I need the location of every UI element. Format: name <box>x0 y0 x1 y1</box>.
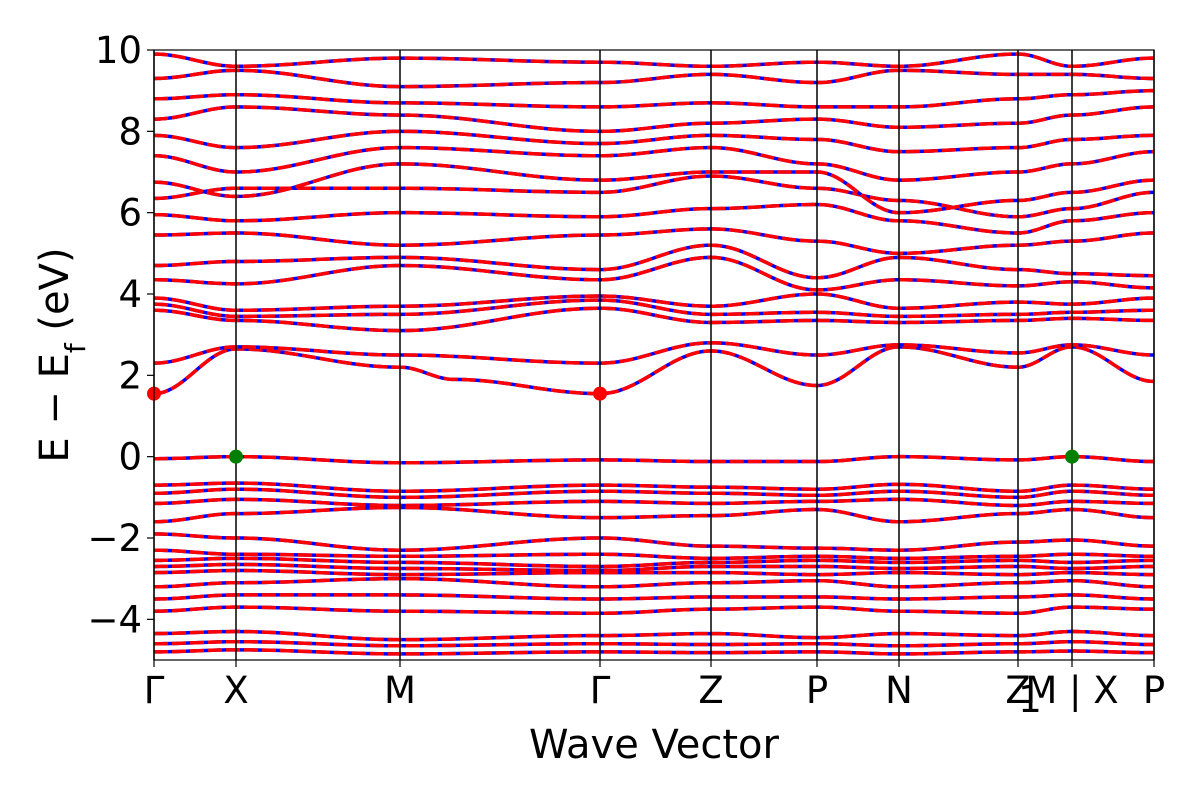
band-line-spin-down <box>154 593 1154 601</box>
y-axis-ticks: 10 8 6 4 2 0 −2 −4 <box>87 29 154 641</box>
band-line-spin-down <box>154 255 1154 292</box>
x-tick-label: M | X <box>1025 669 1118 712</box>
x-tick-label: Z <box>1005 669 1030 712</box>
band-line-spin-down <box>154 227 1154 256</box>
band-line-spin-down <box>154 562 1154 573</box>
y-tick-label: 8 <box>118 110 142 153</box>
vbm-marker <box>1065 449 1079 464</box>
x-tick-label: P <box>806 669 828 712</box>
plot-frame <box>153 49 1155 661</box>
band-line-spin-up <box>154 174 1154 219</box>
y-axis-label: E − Ef (eV) <box>32 247 92 462</box>
band-line-spin-down <box>154 88 1154 109</box>
y-tick-label: 10 <box>95 29 142 72</box>
x-tick-label: Γ <box>144 669 165 712</box>
y-tick-label: 4 <box>118 273 142 316</box>
y-tick-label: 0 <box>118 436 142 479</box>
y-axis-label-subscript: f <box>59 342 92 353</box>
y-tick-label: −2 <box>87 517 142 560</box>
x-tick-label: Z <box>698 669 723 712</box>
vbm-marker <box>229 449 243 464</box>
y-tick-label: 6 <box>118 192 142 235</box>
band-line-spin-down <box>154 202 1154 235</box>
band-line-spin-down <box>154 145 1154 182</box>
band-line-spin-up <box>154 255 1154 292</box>
x-tick-label-overlay: 1 <box>1018 678 1042 721</box>
band-line-spin-down <box>154 532 1154 552</box>
band-line-spin-down <box>154 505 1154 524</box>
band-line-spin-down <box>154 174 1154 219</box>
x-axis-ticks: Γ X M Γ Z P N ZM | X P1 <box>144 660 1165 721</box>
band-line-spin-down <box>154 162 1154 215</box>
band-line-spin-down <box>154 52 1154 69</box>
band-line-spin-down <box>154 243 1154 280</box>
x-tick-label: M <box>384 669 416 712</box>
band-line-spin-down <box>154 605 1154 615</box>
bands-layer <box>154 52 1154 656</box>
band-line-spin-down <box>154 298 1154 319</box>
band-line-spin-down <box>154 129 1154 154</box>
extrema-markers <box>147 386 1079 464</box>
band-line-spin-down <box>154 556 1154 569</box>
band-line-spin-down <box>154 105 1154 134</box>
band-line-spin-down <box>154 639 1154 648</box>
band-line-spin-down <box>154 454 1154 465</box>
band-line-spin-down <box>154 497 1154 508</box>
band-line-spin-down <box>154 292 1154 313</box>
y-tick-label: −4 <box>87 598 142 641</box>
cbm-marker <box>593 386 607 401</box>
band-line-spin-down <box>154 548 1154 561</box>
band-line-spin-down <box>154 576 1154 589</box>
band-line-spin-down <box>154 341 1154 365</box>
x-axis-label: Wave Vector <box>529 722 780 768</box>
band-line-spin-down <box>154 306 1154 333</box>
x-tick-label: X <box>223 669 248 712</box>
y-tick-label: 2 <box>118 354 142 397</box>
band-line-spin-down <box>154 629 1154 642</box>
band-line-spin-down <box>154 648 1154 656</box>
y-axis-label-unit: (eV) <box>32 247 78 343</box>
band-line-spin-down <box>154 487 1154 500</box>
band-line-spin-down <box>154 481 1154 493</box>
band-line-spin-down <box>154 68 1154 89</box>
band-line-spin-down <box>154 568 1154 577</box>
y-axis-label-main: E − E <box>32 353 78 463</box>
x-tick-label: N <box>885 669 913 712</box>
x-tick-label: Γ <box>590 669 611 712</box>
x-tick-label: P <box>1143 669 1165 712</box>
